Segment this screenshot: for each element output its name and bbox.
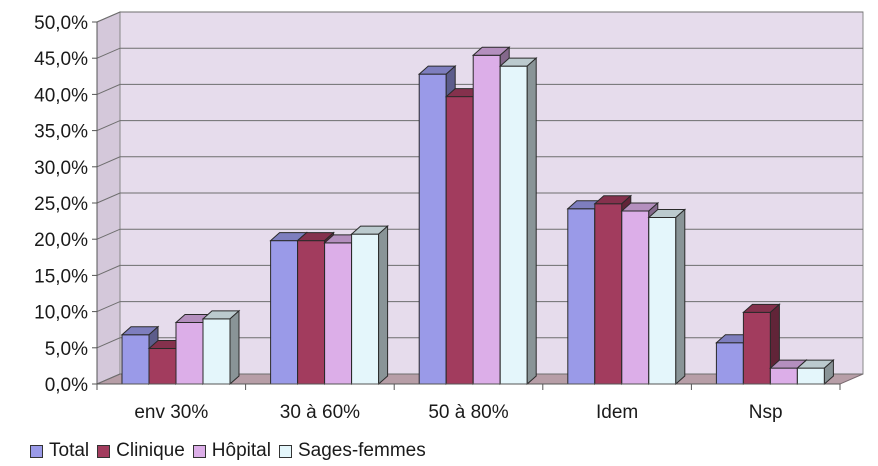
y-tick-label: 40,0% xyxy=(34,85,88,106)
bar-front xyxy=(418,73,447,385)
legend-item: Clinique xyxy=(97,440,185,462)
bar-front xyxy=(769,367,798,385)
legend-swatch xyxy=(192,444,206,458)
legend: Total Clinique Hôpital Sages-femmes xyxy=(30,440,434,462)
legend-item: Sages-femmes xyxy=(278,440,426,462)
bar-front xyxy=(499,65,528,385)
y-tick-label: 45,0% xyxy=(34,49,88,70)
bar-front xyxy=(270,240,299,385)
bar-front xyxy=(445,96,474,385)
bar-front xyxy=(351,233,380,385)
legend-item: Hôpital xyxy=(192,440,271,462)
bar-front xyxy=(796,367,825,385)
gridline xyxy=(96,156,863,168)
y-tick-label: 0,0% xyxy=(45,375,88,396)
y-tick-label: 5,0% xyxy=(45,339,88,360)
y-tick-label: 25,0% xyxy=(34,194,88,215)
bar-sages-femmes xyxy=(647,208,687,386)
x-category-label: Idem xyxy=(596,402,638,423)
y-tick-label: 30,0% xyxy=(34,158,88,179)
legend-label: Clinique xyxy=(116,440,185,461)
bar-front xyxy=(175,321,204,385)
legend-item: Total xyxy=(30,440,89,462)
bar-sages-femmes xyxy=(498,57,538,386)
bar-front xyxy=(715,342,744,385)
bar-sages-femmes xyxy=(201,309,241,386)
bar-side xyxy=(229,309,240,386)
legend-label: Total xyxy=(49,440,90,461)
bar-side xyxy=(675,208,686,386)
gridline xyxy=(96,192,863,204)
legend-swatch xyxy=(30,444,43,458)
bar-sages-femmes xyxy=(796,358,835,386)
bar-front xyxy=(324,242,353,385)
x-category-label: 50 à 80% xyxy=(428,402,508,423)
x-category-label: Nsp xyxy=(749,402,783,423)
legend-label: Sages-femmes xyxy=(297,440,426,461)
bar-side xyxy=(526,57,537,386)
bars xyxy=(120,46,835,386)
legend-label: Hôpital xyxy=(211,440,271,461)
bar-sages-femmes xyxy=(350,225,389,386)
x-axis: env 30% 30 à 60% 50 à 80% Idem Nsp xyxy=(96,383,841,423)
y-tick-label: 15,0% xyxy=(34,266,88,287)
y-tick-label: 10,0% xyxy=(34,303,88,324)
bar-front xyxy=(148,348,177,385)
bar-front xyxy=(297,240,326,385)
legend-swatch xyxy=(97,444,111,458)
bar-front xyxy=(621,210,650,385)
bar-clinique xyxy=(742,303,781,386)
y-axis: 0,0% 5,0% 10,0% 15,0% 20,0% 25,0% 30,0% 35,0% 40… xyxy=(34,13,98,396)
bar-front xyxy=(648,216,677,385)
legend-swatch xyxy=(278,444,292,458)
bar-front xyxy=(567,208,596,385)
y-tick-label: 50,0% xyxy=(34,13,88,34)
bar-side xyxy=(823,358,834,386)
x-category-label: env 30% xyxy=(134,402,208,423)
gridline xyxy=(96,83,863,95)
bar-side xyxy=(378,225,389,386)
gridline xyxy=(96,11,863,23)
gridline xyxy=(96,47,863,59)
bar-front xyxy=(594,203,623,385)
gridline xyxy=(96,120,863,132)
bar-front xyxy=(202,318,231,385)
bar-front xyxy=(472,54,501,385)
y-tick-label: 20,0% xyxy=(34,230,88,251)
y-tick-label: 35,0% xyxy=(34,122,88,143)
bar-front xyxy=(742,311,771,385)
x-category-label: 30 à 60% xyxy=(280,402,360,423)
bar-front xyxy=(121,334,150,385)
